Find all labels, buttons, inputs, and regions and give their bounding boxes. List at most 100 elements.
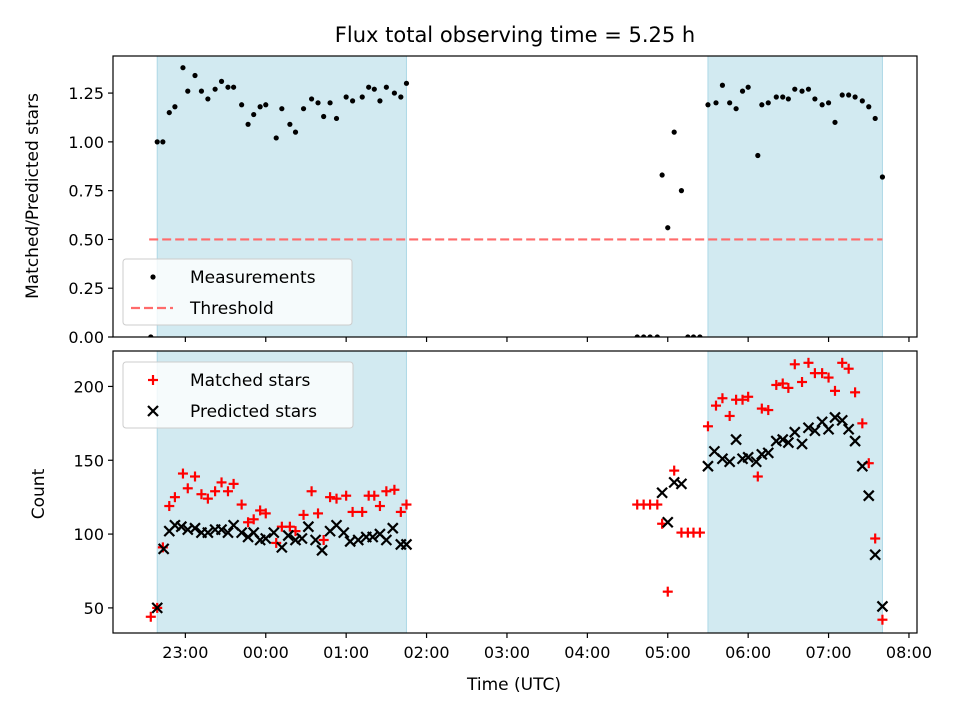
predicted-stars-point [869,548,881,561]
predicted-stars-point [259,532,272,545]
matched-stars-point [837,357,848,368]
measurement-point [273,135,279,141]
x-axis-label: Time (UTC) [466,675,561,695]
count-panel-content [145,357,889,625]
measurement-point [343,94,349,100]
measurement-point [403,80,410,86]
predicted-stars-point [296,532,308,545]
matched-stars-point [243,517,254,528]
legend-marker-predicted [147,405,159,417]
measurement-point [759,102,765,108]
legend-label: Measurements [190,268,316,288]
predicted-stars-point [742,451,754,464]
measurement-point [292,129,299,135]
measurement-point [859,98,865,104]
matched-stars-point [145,611,156,622]
matched-stars-point [210,486,221,497]
matched-stars-point [164,501,175,512]
measurement-point [665,225,671,231]
measurement-point [745,84,751,90]
measurement-point [287,121,293,127]
predicted-stars-point [276,541,288,554]
matched-stars-point [737,394,748,405]
count-panel-legend: Matched stars Predicted stars [122,361,354,429]
measurement-point [300,106,307,112]
measurement-point [371,86,377,92]
measurement-point [866,104,872,110]
ratio-panel-y-ticks: 0.00 0.25 0.50 0.75 1.00 1.25 [68,84,113,347]
measurement-point [160,139,166,145]
predicted-stars-point [809,424,821,437]
matched-stars-point [182,483,193,494]
measurement-point [398,94,404,100]
ratio-panel-legend: Measurements Threshold [122,258,353,326]
matched-stars-point [724,410,735,421]
measurement-point [239,102,245,108]
predicted-stars-point [282,529,295,542]
predicted-stars-point [268,526,280,539]
matched-stars-point [669,465,680,476]
measurement-point [359,94,365,100]
matched-stars-point [331,493,342,504]
predicted-stars-point [789,426,801,438]
matched-stars-point [777,378,788,389]
measurement-point [765,100,771,106]
measurement-point [839,92,845,98]
legend-marker-matched [148,375,158,385]
measurement-point [321,113,327,120]
matched-stars-point [711,400,721,411]
x-tick-label: 04:00 [564,643,610,662]
predicted-stars-point [750,455,762,468]
predicted-stars-point [151,602,163,614]
matched-stars-point [783,382,794,393]
matched-stars-point [284,521,295,532]
legend-label: Matched stars [190,371,310,391]
predicted-stars-point [661,516,674,529]
measurement-point [727,100,733,106]
matched-stars-point [325,492,336,503]
matched-stars-point [756,403,767,414]
matched-stars-point [369,490,380,501]
matched-stars-point [702,421,713,432]
measurement-point [251,111,257,118]
measurement-point [846,92,852,98]
measurement-point [245,121,251,127]
measurement-point [879,174,886,180]
measurement-point [654,334,660,337]
measurement-point [333,115,340,122]
panel-frame [112,55,918,338]
y-tick-label: 1.25 [68,84,104,103]
measurement-point [257,104,263,110]
predicted-stars-point [862,489,875,502]
measurement-point [218,78,225,84]
predicted-stars-point [822,423,835,436]
matched-stars-point [255,505,266,516]
measurement-point [192,72,198,79]
predicted-stars-point [316,544,328,557]
matched-stars-point [817,368,828,379]
measurement-point [308,96,315,102]
matched-stars-point [357,506,368,517]
predicted-stars-point [876,600,889,613]
legend-box [122,361,354,429]
predicted-stars-point [387,522,399,534]
measurement-point [383,84,389,90]
matched-stars-point [752,471,763,482]
predicted-stars-point [202,526,214,539]
matched-stars-point [306,486,317,497]
measurement-point [773,94,779,100]
measurement-point [719,82,726,88]
measurement-point [327,100,333,106]
matched-stars-point [271,537,282,548]
measurement-point [366,84,372,90]
matched-stars-point [169,492,180,503]
y-tick-label: 200 [73,377,104,396]
measurement-point [212,86,218,92]
predicted-stars-point [776,433,789,446]
predicted-stars-point [762,447,775,459]
y-tick-label: 0.25 [68,279,104,298]
matched-stars-point [877,614,888,625]
measurement-point [349,98,356,104]
predicted-stars-point [842,423,855,436]
